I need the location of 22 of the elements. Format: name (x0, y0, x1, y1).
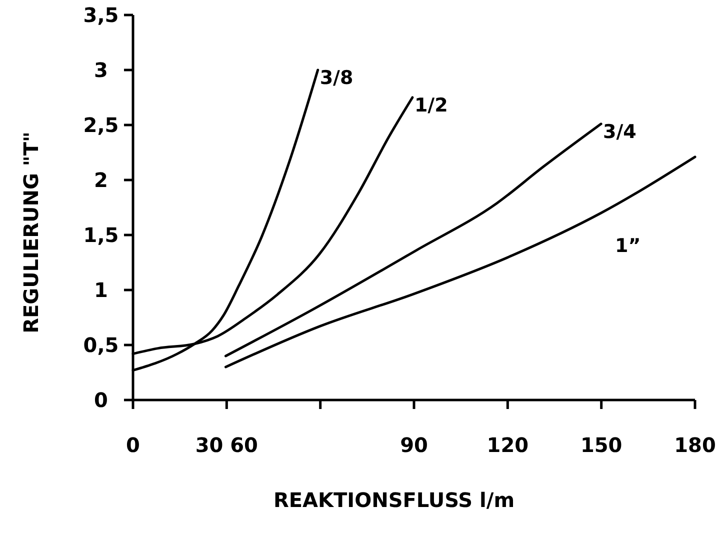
series-label: 1/2 (414, 94, 448, 116)
y-tick-label: 0 (94, 388, 108, 412)
y-tick-label: 3,5 (83, 3, 119, 27)
x-tick-label: 0 (126, 433, 140, 457)
line-series (224, 122, 602, 358)
x-tick-label: 90 (400, 433, 428, 457)
y-tick-label: 2,5 (83, 113, 119, 137)
line-series (224, 156, 696, 368)
y-axis-title: REGULIERUNG "T" (19, 132, 43, 334)
x-axis-title: REAKTIONSFLUSS l/m (273, 488, 515, 512)
series-label: 3/4 (603, 120, 636, 143)
y-tick-label: 1,5 (83, 223, 119, 247)
x-tick-label: 30 60 (195, 433, 258, 457)
x-tick-label: 150 (580, 433, 622, 457)
y-tick-label: 3 (94, 58, 108, 82)
x-tick-label: 120 (486, 433, 529, 457)
x-tick-label: 180 (674, 433, 716, 457)
series-label: 1” (615, 234, 641, 257)
y-tick-label: 2 (94, 168, 108, 192)
y-tick-label: 1 (94, 278, 108, 302)
y-tick-label: 0,5 (83, 333, 119, 357)
series-label: 3/8 (320, 67, 354, 89)
